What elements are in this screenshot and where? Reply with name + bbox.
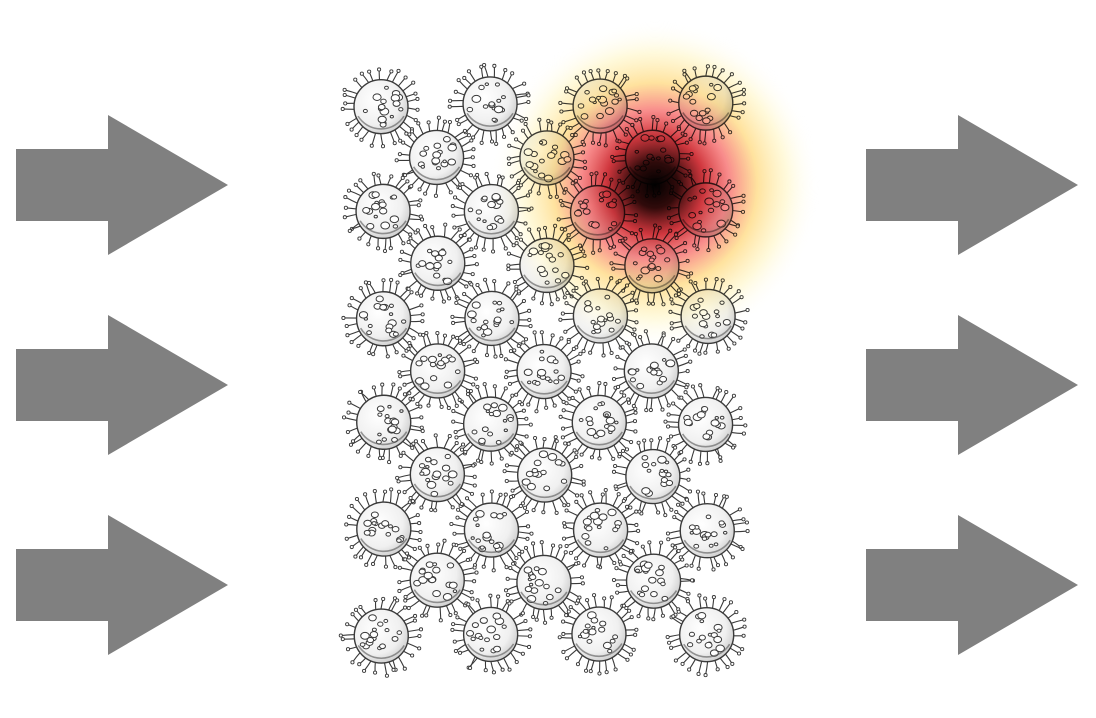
virus-particle-icon [341,382,425,465]
heat-spot-icon [490,20,820,350]
virus-particle-icon [398,222,479,304]
virus-particle-icon [561,487,641,570]
virus-particle-icon [503,540,585,625]
right-arrow-icon [16,315,228,455]
virus-particle-icon [394,115,476,198]
virus-particle-icon [341,277,425,359]
virus-particle-icon [395,433,477,513]
virus-particle-icon [451,382,533,466]
virus-particle-icon [558,381,638,461]
right-arrow-icon [866,115,1078,255]
virus-particle-icon [503,330,585,414]
virus-particle-icon [663,383,748,466]
virus-particle-icon [342,171,425,254]
virus-particle-icon [611,540,695,622]
right-arrow-icon [866,315,1078,455]
virus-particle-icon [611,436,693,518]
right-arrow-icon [16,515,228,655]
virus-particle-icon [450,593,533,675]
virus-particle-icon [665,593,747,678]
virus-particle-icon [449,489,534,573]
virus-particle-icon [344,487,423,570]
virus-particle-icon [397,330,480,411]
virus-particle-icon [397,538,479,623]
right-arrow-icon [866,515,1078,655]
virus-particle-icon [665,489,750,572]
virus-particle-icon [340,67,420,149]
right-arrow-column [866,115,1078,655]
virus-particle-icon [611,329,693,413]
right-arrow-icon [16,115,228,255]
virus-particle-icon [557,593,639,676]
heatmap-layer [490,20,820,350]
left-arrow-column [16,115,228,655]
virus-particle-icon [502,435,586,515]
virus-particle-icon [338,596,424,678]
